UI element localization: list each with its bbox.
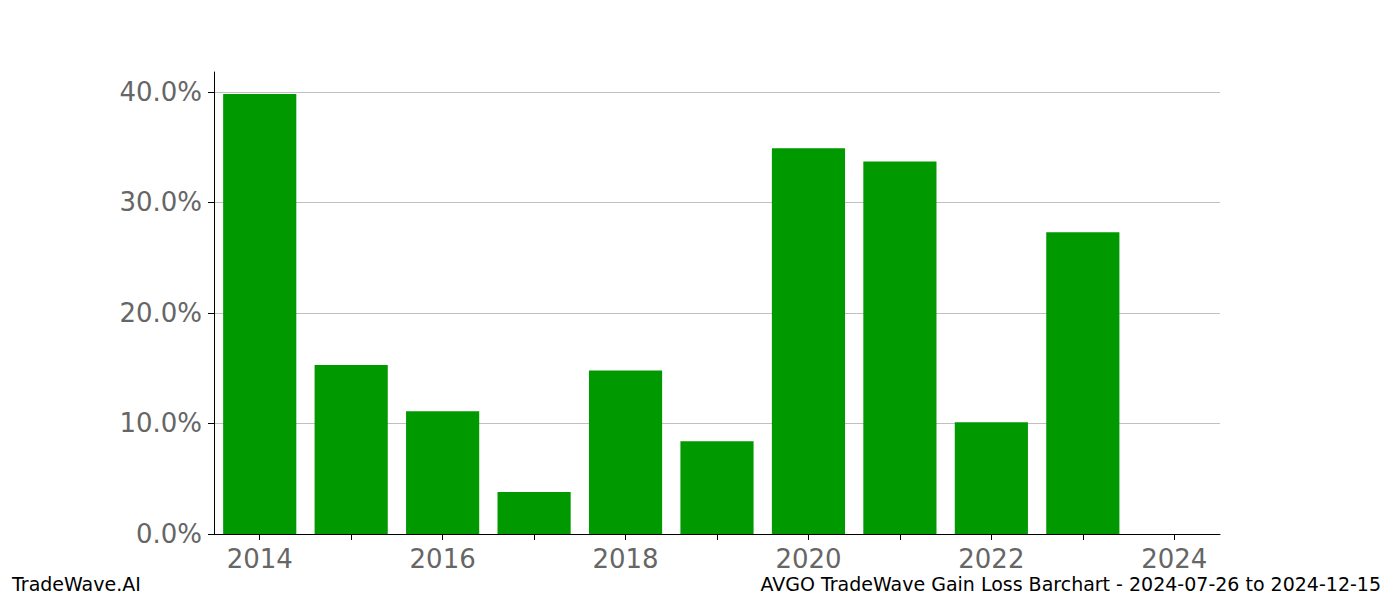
svg-text:2024: 2024 [1141,544,1207,574]
svg-text:2022: 2022 [958,544,1024,574]
svg-text:AVGO TradeWave Gain Loss Barch: AVGO TradeWave Gain Loss Barchart - 2024… [760,573,1381,595]
svg-text:2014: 2014 [227,544,293,574]
svg-text:2018: 2018 [592,544,658,574]
svg-text:0.0%: 0.0% [136,519,202,549]
svg-text:2016: 2016 [410,544,476,574]
svg-text:TradeWave.AI: TradeWave.AI [11,573,141,595]
svg-text:10.0%: 10.0% [119,408,202,438]
svg-text:2020: 2020 [775,544,841,574]
svg-text:20.0%: 20.0% [119,298,202,328]
svg-text:30.0%: 30.0% [119,187,202,217]
svg-text:40.0%: 40.0% [119,77,202,107]
